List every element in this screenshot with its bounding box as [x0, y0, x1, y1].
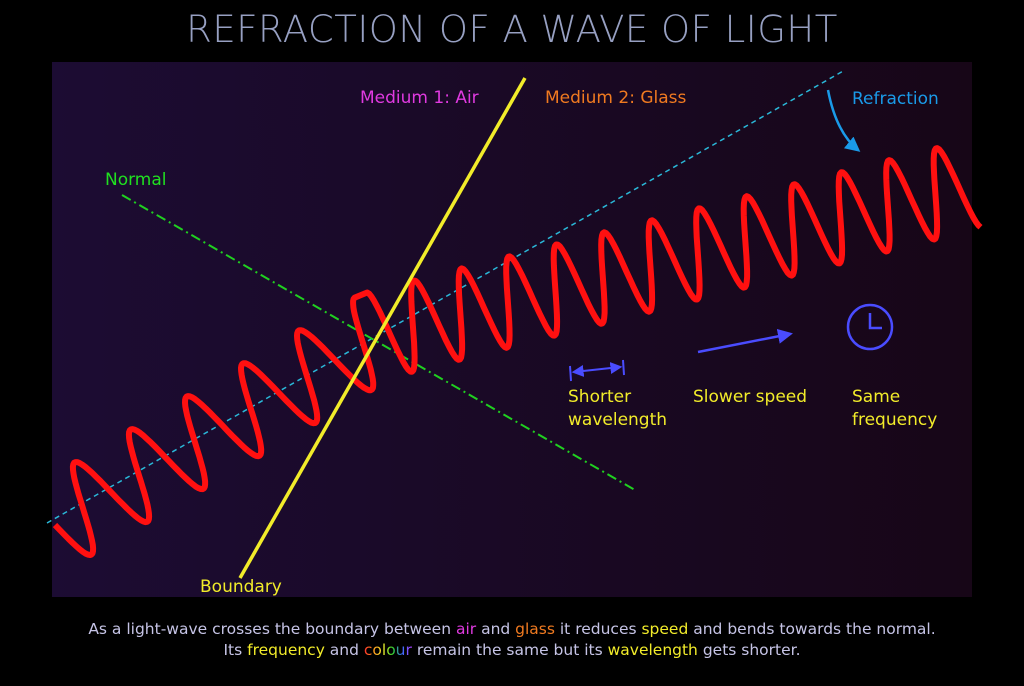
caption-text: Its: [223, 641, 248, 659]
caption-glass: glass: [515, 620, 555, 638]
wavelength-arrow: [571, 362, 623, 377]
caption-text: and bends towards the normal.: [688, 620, 936, 638]
refraction-arrow: [826, 89, 861, 152]
caption-text: and: [476, 620, 516, 638]
refraction-label: Refraction: [852, 89, 939, 109]
caption-speed: speed: [641, 620, 689, 638]
clock-hands: [868, 313, 882, 330]
wavelength-tick: [569, 365, 572, 382]
caption-text: it reduces: [554, 620, 642, 638]
title: REFRACTION OF A WAVE OF LIGHT: [186, 8, 838, 51]
speed-arrow: [697, 328, 793, 354]
same-label: Same: [852, 387, 900, 407]
shorter-label: Shorter: [568, 387, 631, 407]
boundary-label: Boundary: [200, 577, 282, 597]
normal-line: [121, 194, 636, 491]
caption-line: Its frequency and colour remain the same…: [0, 641, 1024, 659]
caption-line: As a light-wave crosses the boundary bet…: [0, 620, 1024, 638]
medium-1-label: Medium 1: Air: [360, 88, 479, 108]
caption-wavelength: wavelength: [607, 641, 698, 659]
wavelength-tick: [622, 359, 625, 376]
normal-label: Normal: [105, 170, 167, 190]
clock-icon: [846, 303, 894, 351]
boundary-line: [238, 77, 527, 579]
caption-text: gets shorter.: [697, 641, 801, 659]
caption-frequency: frequency: [247, 641, 325, 659]
light-wave: [52, 145, 983, 558]
caption-text: remain the same but its: [411, 641, 608, 659]
caption-air: air: [455, 620, 477, 638]
caption-text: and: [324, 641, 364, 659]
caption-text: As a light-wave crosses the boundary bet…: [88, 620, 456, 638]
caption-colour: colour: [363, 641, 412, 659]
medium-2-label: Medium 2: Glass: [545, 88, 686, 108]
speed-label: Slower speed: [693, 387, 807, 407]
frequency-label: frequency: [852, 410, 937, 430]
wavelength-label: wavelength: [568, 410, 667, 430]
